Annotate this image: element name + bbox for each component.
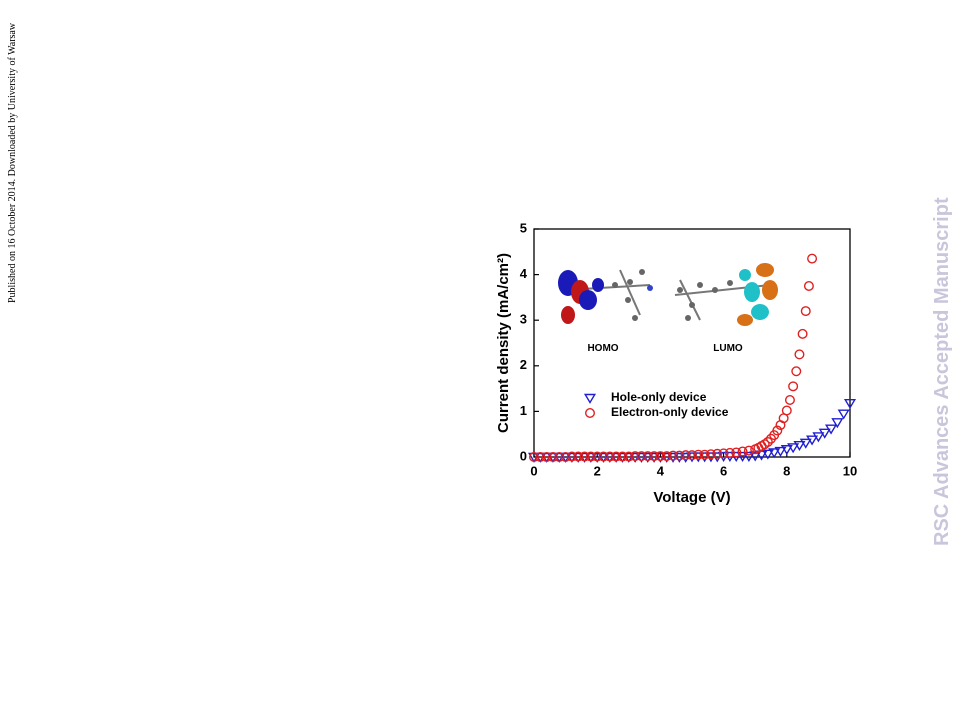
data-point [649,451,660,462]
data-point [598,451,609,462]
data-point [623,451,634,462]
side-note: Published on 16 October 2014. Downloaded… [7,22,18,303]
legend-marker [585,408,596,419]
data-point [825,424,838,435]
data-point [604,451,615,462]
data-point [784,395,795,406]
data-point [636,451,647,462]
legend-label: Hole-only device [611,390,707,404]
data-point [843,398,857,410]
x-tick-label: 10 [843,463,857,478]
x-tick-label: 4 [657,463,665,478]
data-point [705,449,716,460]
lumo-molecule [674,263,778,326]
data-point [724,447,735,458]
data-point [617,451,628,462]
legend-marker [583,393,597,404]
x-tick-label: 8 [783,463,790,478]
data-point [837,409,850,420]
data-point [541,452,552,463]
data-point [806,435,819,446]
homo-molecule [558,269,653,324]
data-point [768,448,781,459]
data-point [579,451,590,462]
y-tick-label: 3 [520,312,527,327]
legend-label: Electron-only device [611,405,729,419]
y-tick-label: 2 [520,357,527,372]
data-point [687,450,698,461]
data-point [661,451,672,462]
x-axis-label: Voltage (V) [653,489,730,506]
data-point [566,451,577,462]
data-point [630,451,641,462]
data-point [592,451,603,462]
x-tick-label: 0 [530,463,537,478]
data-point [762,436,773,447]
data-point [611,451,622,462]
data-point [573,451,584,462]
data-point [655,451,666,462]
y-tick-label: 5 [520,220,527,235]
data-point [799,438,812,449]
data-point [791,366,802,377]
data-point [774,446,787,457]
y-tick-label: 0 [520,448,527,463]
data-point [797,328,808,339]
data-point [761,449,774,460]
data-point [718,448,729,459]
data-point [803,281,814,292]
data-point [736,451,749,462]
data-point [712,448,723,459]
data-point [737,446,748,457]
data-point [674,450,685,461]
inset-label: LUMO [713,343,743,354]
plot-frame [533,228,851,458]
data-point [780,445,793,456]
data-point [585,451,596,462]
data-point [831,418,844,429]
data-point [699,449,710,460]
data-point [788,381,799,392]
data-point [547,452,558,463]
data-point [529,452,540,463]
inset-label: HOMO [587,343,618,354]
data-point [680,450,691,461]
data-point [749,451,762,462]
data-point [794,349,805,360]
data-point [668,450,679,461]
data-point [554,452,565,463]
y-axis-label: Current density (mA/cm²) [495,253,512,433]
data-point [642,451,653,462]
data-point [787,443,800,454]
y-tick-label: 4 [520,266,528,281]
data-point [772,425,783,436]
data-point [742,451,755,462]
x-tick-label: 6 [720,463,727,478]
data-point [781,405,792,416]
data-point [793,440,806,452]
data-point [759,439,770,450]
watermark: RSC Advances Accepted Manuscript [931,197,953,546]
data-point [535,452,546,463]
data-point [693,449,704,460]
data-point [818,428,831,439]
data-point [743,445,754,456]
data-point [812,432,825,443]
y-tick-label: 1 [520,403,527,418]
data-point [560,452,571,463]
data-point [800,306,811,317]
data-point [807,253,818,264]
data-point [731,447,742,458]
x-tick-label: 2 [594,463,601,478]
